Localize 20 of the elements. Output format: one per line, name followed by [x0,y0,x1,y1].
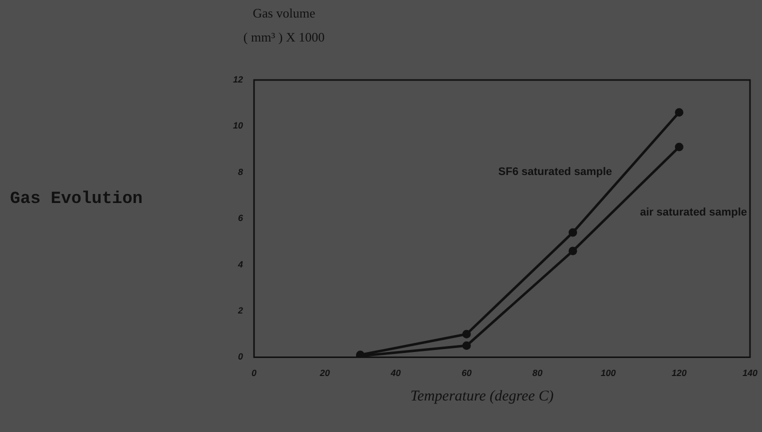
y-tick-label: 10 [232,120,244,131]
series-label: SF6 saturated sample [498,166,612,178]
y-axis-title: Gas volume ( mm³ ) X 1000 [243,5,325,44]
x-tick-label: 100 [600,368,616,378]
x-tick-label: 80 [532,368,542,378]
x-tick-label: 140 [742,368,758,378]
x-tick-label: 0 [252,368,257,378]
x-tick-label: 20 [318,368,330,378]
y-tick-label: 2 [236,305,244,316]
x-tick-label: 120 [672,368,687,378]
x-tick-label: 40 [390,368,401,378]
text: Gas Evolution [10,190,143,209]
y-tick-label: 0 [238,352,244,362]
series-label: air saturated sample [640,206,748,218]
x-tick-label: 60 [462,368,472,378]
y-tick-label: 6 [238,213,244,224]
y-tick-label: 8 [238,166,244,177]
y-tick-label: 12 [232,74,244,84]
x-axis-title: Temperature (degree C) [410,388,554,405]
y-tick-label: 4 [236,259,244,270]
